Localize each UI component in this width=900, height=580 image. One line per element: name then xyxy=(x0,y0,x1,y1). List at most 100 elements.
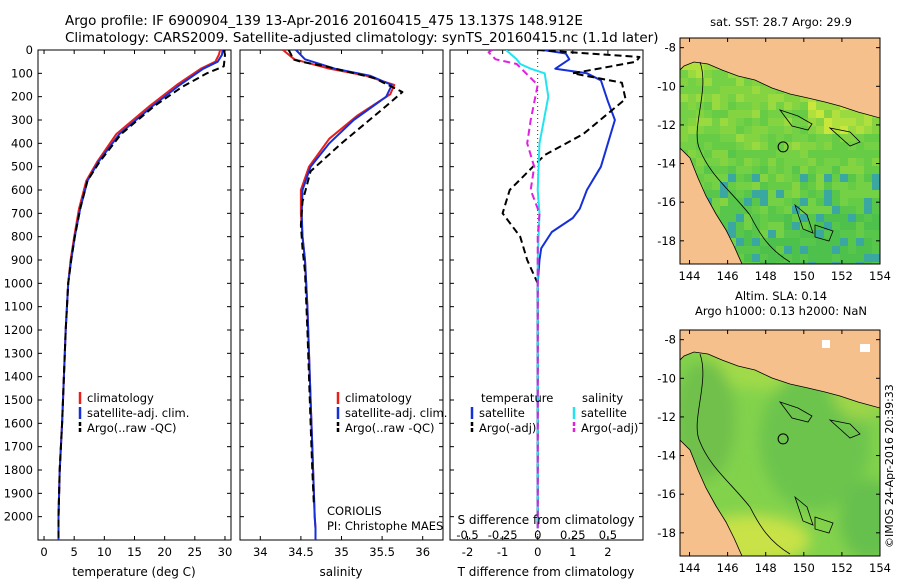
sst-cell xyxy=(688,102,696,110)
sst-cell xyxy=(704,190,712,198)
sst-cell xyxy=(840,150,848,158)
sst-cell xyxy=(848,198,856,206)
sst-cell xyxy=(792,262,800,264)
sst-cell xyxy=(696,94,704,102)
sst-cell xyxy=(856,110,864,118)
sst-cell xyxy=(736,222,744,230)
sst-cell xyxy=(832,174,840,182)
sst-cell xyxy=(792,94,800,102)
sst-cell xyxy=(816,238,824,246)
sst-cell xyxy=(832,206,840,214)
legend-label-climatology: climatology xyxy=(87,391,154,405)
x-tick-label: -0.5 xyxy=(456,528,478,542)
sst-cell xyxy=(752,182,760,190)
sst-cell xyxy=(696,150,704,158)
sst-cell xyxy=(728,182,736,190)
sst-cell xyxy=(848,190,856,198)
sst-map-title: sat. SST: 28.7 Argo: 29.9 xyxy=(710,15,852,29)
lat-tick-label: -18 xyxy=(657,526,676,540)
depth-tick-label: 2000 xyxy=(4,510,33,524)
lon-tick-label: 154 xyxy=(869,561,891,575)
sst-cell xyxy=(752,238,760,246)
sst-cell xyxy=(744,190,752,198)
sst-cell xyxy=(680,110,688,118)
x-tick-label: 0.5 xyxy=(599,528,617,542)
lat-tick-label: -8 xyxy=(665,41,676,55)
sst-cell xyxy=(792,118,800,126)
sst-cell xyxy=(816,102,824,110)
sst-cell xyxy=(832,166,840,174)
sst-cell xyxy=(864,214,872,222)
x-tick-label: 15 xyxy=(127,545,142,559)
sst-cell xyxy=(856,118,864,126)
x-tick-label: 35 xyxy=(334,545,349,559)
sst-cell xyxy=(768,166,776,174)
sst-cell xyxy=(720,206,728,214)
sst-cell xyxy=(808,206,816,214)
sst-cell xyxy=(752,118,760,126)
sst-cell xyxy=(736,198,744,206)
sst-cell xyxy=(824,230,832,238)
sst-cell xyxy=(776,174,784,182)
sst-cell xyxy=(824,206,832,214)
sst-cell xyxy=(696,110,704,118)
x-tick-label: 0.25 xyxy=(560,528,586,542)
sst-cell xyxy=(736,86,744,94)
sst-cell xyxy=(696,102,704,110)
sst-cell xyxy=(864,206,872,214)
sst-cell xyxy=(856,158,864,166)
sst-cell xyxy=(832,182,840,190)
sst-cell xyxy=(728,110,736,118)
sst-cell xyxy=(784,94,792,102)
legend-label-s-satellite: satellite xyxy=(581,406,627,420)
sst-cell xyxy=(736,78,744,86)
sst-cell xyxy=(688,126,696,134)
depth-tick-label: 400 xyxy=(11,136,33,150)
header-line-2: Climatology: CARS2009. Satellite-adjuste… xyxy=(65,30,658,46)
x-tick-label: 30 xyxy=(218,545,233,559)
sst-cell xyxy=(864,238,872,246)
sst-cell xyxy=(848,142,856,150)
sst-cell xyxy=(728,86,736,94)
sst-cell xyxy=(752,190,760,198)
sla-anomaly-patch xyxy=(840,480,880,556)
sst-cell xyxy=(832,150,840,158)
sst-cell xyxy=(712,174,720,182)
lon-tick-label: 150 xyxy=(793,269,815,283)
sst-cell xyxy=(808,214,816,222)
sst-cell xyxy=(840,254,848,262)
sst-cell xyxy=(768,102,776,110)
x-tick-label: 2 xyxy=(604,545,611,559)
sla-anomaly-patch xyxy=(680,360,735,480)
sst-cell xyxy=(824,182,832,190)
sst-cell xyxy=(848,166,856,174)
sst-cell xyxy=(720,70,728,78)
depth-tick-label: 1300 xyxy=(4,346,33,360)
sst-cell xyxy=(872,214,880,222)
sst-cell xyxy=(808,174,816,182)
sst-cell xyxy=(704,70,712,78)
sst-cell xyxy=(744,126,752,134)
lon-tick-label: 148 xyxy=(755,561,777,575)
sst-cell xyxy=(864,126,872,134)
sst-cell xyxy=(800,214,808,222)
sst-bathymetry-contour xyxy=(696,61,791,263)
sst-cell xyxy=(808,190,816,198)
sst-cell xyxy=(688,142,696,150)
sst-cell xyxy=(704,118,712,126)
sst-cell xyxy=(808,126,816,134)
new-guinea-land xyxy=(680,330,880,409)
sst-cell xyxy=(808,254,816,262)
sst-cell xyxy=(752,174,760,182)
sst-cell xyxy=(744,150,752,158)
sst-cell xyxy=(712,166,720,174)
sst-cell xyxy=(752,86,760,94)
sst-cell xyxy=(792,158,800,166)
sst-cell xyxy=(816,262,824,264)
sst-cell xyxy=(752,126,760,134)
sst-cell xyxy=(736,166,744,174)
sst-cell xyxy=(768,150,776,158)
sst-cell xyxy=(752,166,760,174)
sst-cell xyxy=(856,198,864,206)
sst-cell xyxy=(712,182,720,190)
